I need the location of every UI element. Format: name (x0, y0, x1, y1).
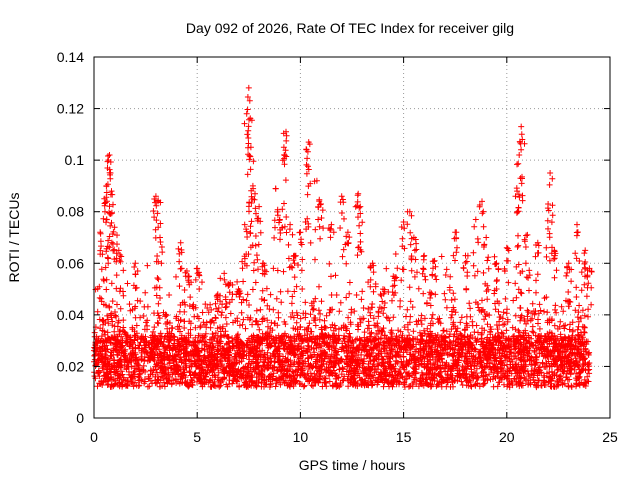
axis-ticks (93, 56, 611, 419)
plot-frame (93, 56, 611, 419)
x-tick-label: 25 (602, 429, 618, 445)
x-axis-label: GPS time / hours (299, 457, 406, 473)
y-tick-label: 0.12 (57, 101, 84, 117)
y-tick-label: 0 (76, 410, 84, 426)
data-points (91, 84, 595, 391)
x-tick-label: 20 (499, 429, 515, 445)
y-tick-label: 0.02 (57, 358, 84, 374)
y-tick-label: 0.06 (57, 255, 84, 271)
x-tick-label: 15 (396, 429, 412, 445)
roti-point-markers (91, 84, 595, 391)
y-tick-label: 0.04 (57, 307, 84, 323)
y-axis-label: ROTI / TECUs (6, 193, 22, 283)
tick-labels: 0 5 10 15 20 25 0 0.02 0.04 0.06 0.08 0.1 0.12 0.14 (57, 49, 618, 445)
y-tick-label: 0.14 (57, 49, 84, 65)
x-tick-label: 5 (193, 429, 201, 445)
x-tick-label: 10 (293, 429, 309, 445)
chart-title: Day 092 of 2026, Rate Of TEC Index for r… (186, 20, 514, 36)
x-tick-label: 0 (90, 429, 98, 445)
y-tick-label: 0.08 (57, 204, 84, 220)
y-tick-label: 0.1 (65, 152, 85, 168)
